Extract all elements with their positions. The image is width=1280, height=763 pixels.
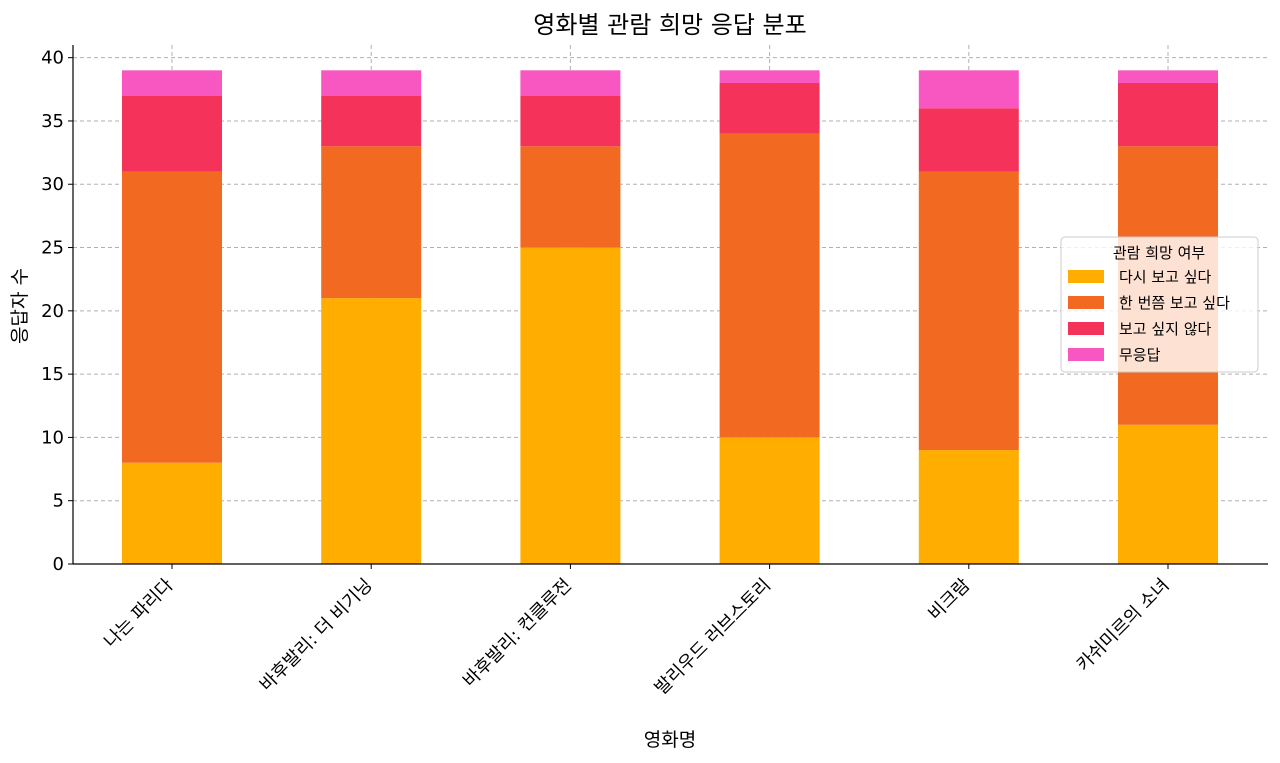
legend-label-2: 보고 싶지 않다 xyxy=(1119,320,1212,338)
legend-label-1: 한 번쯤 보고 싶다 xyxy=(1119,294,1230,312)
bar-3-series-3 xyxy=(719,70,820,83)
bar-5-series-2 xyxy=(1118,82,1218,147)
x-tick-label-5: 카쉬미르의 소녀 xyxy=(1073,575,1174,676)
bar-4-series-3 xyxy=(918,70,1019,109)
bar-5-series-0 xyxy=(1118,424,1218,564)
bar-3-series-2 xyxy=(719,82,820,134)
y-tick-label-6: 30 xyxy=(41,174,64,195)
bar-3-series-0 xyxy=(719,437,820,564)
legend-title: 관람 희망 여부 xyxy=(1113,244,1206,262)
legend-swatch-1 xyxy=(1068,296,1104,309)
y-tick-label-8: 40 xyxy=(41,48,64,69)
bar-2-series-3 xyxy=(520,70,621,96)
x-tick-label-1: 바후발리: 더 비기닝 xyxy=(256,575,377,696)
y-tick-label-7: 35 xyxy=(41,111,64,132)
y-tick-label-0: 0 xyxy=(53,554,64,575)
legend-label-0: 다시 보고 싶다 xyxy=(1119,268,1212,286)
y-ticks: 0 5 10 15 20 25 30 35 40 xyxy=(41,48,73,575)
bar-1-series-2 xyxy=(321,95,422,147)
y-tick-label-4: 20 xyxy=(41,301,64,322)
legend-label-3: 무응답 xyxy=(1119,346,1161,364)
legend-swatch-0 xyxy=(1068,270,1104,283)
bar-0-series-3 xyxy=(122,70,222,96)
bar-0-series-1 xyxy=(122,171,222,463)
bar-1-series-3 xyxy=(321,70,422,96)
bar-2-series-0 xyxy=(520,247,621,564)
axes xyxy=(72,45,1268,565)
x-tick-label-2: 바후발리: 컨클루전 xyxy=(459,575,576,692)
y-tick-label-3: 15 xyxy=(41,364,64,385)
bar-0-series-2 xyxy=(122,95,222,172)
bar-4-series-1 xyxy=(918,171,1019,451)
bar-2-series-1 xyxy=(520,146,621,248)
chart-title: 영화별 관람 희망 응답 분포 xyxy=(533,11,806,39)
x-tick-label-3: 발리우드 러브스토리 xyxy=(651,575,775,699)
bar-3-series-1 xyxy=(719,133,820,438)
legend-frame xyxy=(1060,236,1259,373)
bar-4-series-2 xyxy=(918,108,1019,172)
x-ticks: 나는 파리다 바후발리: 더 비기닝 바후발리: 컨클루전 발리우드 러브스토리 비크람… xyxy=(100,564,1174,699)
x-tick-label-0: 나는 파리다 xyxy=(100,574,178,652)
x-axis-label: 영화명 xyxy=(644,729,696,751)
bar-1-series-0 xyxy=(321,298,422,564)
bars xyxy=(122,70,1218,564)
bar-1-series-1 xyxy=(321,146,422,299)
bar-0-series-0 xyxy=(122,462,222,564)
legend-swatch-3 xyxy=(1068,348,1104,361)
legend-swatch-2 xyxy=(1068,322,1104,335)
y-tick-label-1: 5 xyxy=(53,491,64,512)
y-tick-label-5: 25 xyxy=(41,238,64,259)
y-axis-label: 응답자 수 xyxy=(9,268,31,344)
bar-2-series-2 xyxy=(520,95,621,147)
bar-4-series-0 xyxy=(918,450,1019,564)
x-tick-label-4: 비크람 xyxy=(924,575,974,625)
bar-5-series-3 xyxy=(1118,70,1218,83)
y-tick-label-2: 10 xyxy=(41,427,64,448)
